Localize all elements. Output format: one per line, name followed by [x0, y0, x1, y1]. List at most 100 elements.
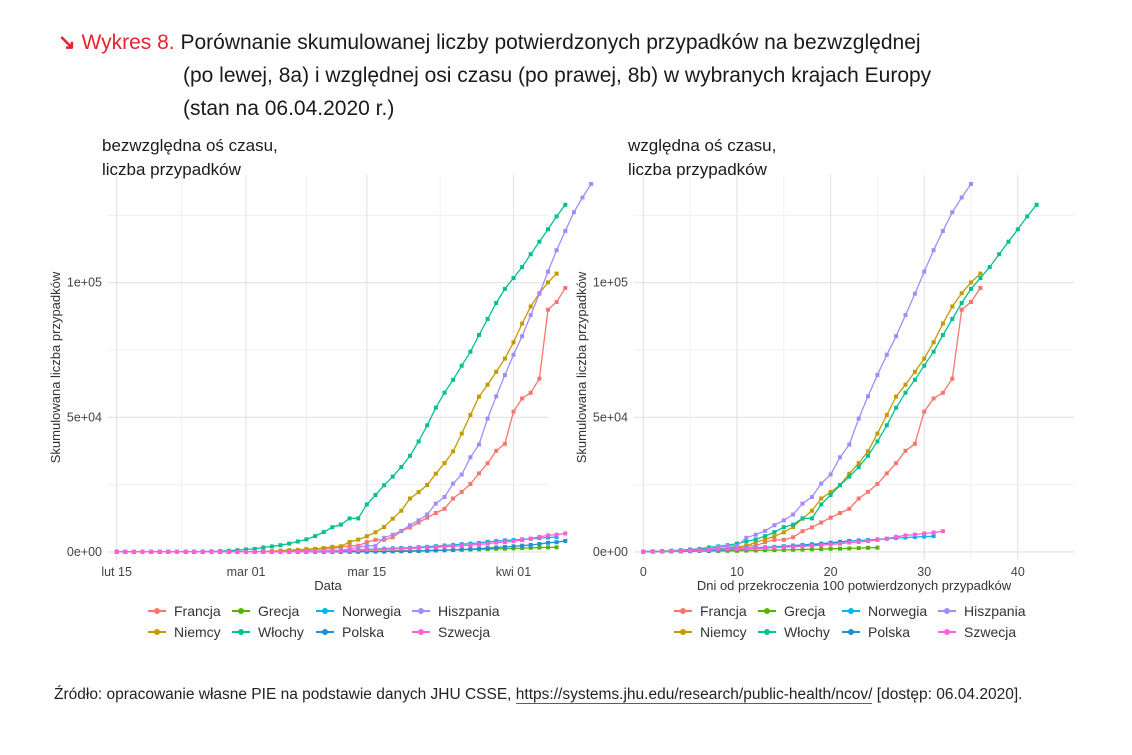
right-point-hiszpania [950, 210, 955, 215]
right-point-włochy [781, 525, 786, 530]
left-point-włochy [338, 522, 343, 527]
left-point-włochy [468, 349, 473, 354]
right-point-włochy [763, 534, 768, 539]
left-point-niemcy [364, 534, 369, 539]
right-point-niemcy [931, 340, 936, 345]
left-point-hiszpania [546, 269, 550, 274]
right-point-włochy [800, 516, 805, 521]
left-point-francja [468, 482, 473, 486]
right-y-axis-label: Skumulowana liczba przypadków [574, 271, 589, 463]
left-line-francja [116, 287, 566, 553]
right-point-grecja [800, 547, 805, 552]
right-point-szwecja [688, 548, 693, 553]
right-point-hiszpania [828, 472, 833, 477]
left-point-włochy [278, 543, 283, 548]
right-point-szwecja [819, 543, 824, 548]
source-link[interactable]: https://systems.jhu.edu/research/public-… [515, 686, 873, 704]
legend-label: Szwecja [964, 624, 1017, 640]
left-point-szwecja [114, 549, 119, 554]
left-point-polska [442, 548, 447, 553]
right-point-włochy [978, 276, 983, 280]
right-point-włochy [997, 252, 1002, 257]
right-point-włochy [1025, 214, 1030, 219]
right-point-niemcy [922, 356, 927, 361]
left-point-niemcy [408, 496, 412, 501]
right-point-niemcy [875, 431, 880, 436]
left-point-szwecja [183, 549, 188, 554]
left-point-szwecja [278, 549, 283, 554]
right-point-hiszpania [866, 394, 870, 399]
left-point-niemcy [338, 544, 343, 549]
left-point-szwecja [287, 549, 292, 554]
left-point-niemcy [485, 382, 490, 387]
right-point-hiszpania [809, 495, 814, 499]
right-point-włochy [884, 423, 889, 428]
right-point-włochy [959, 301, 964, 305]
right-x-tick-label: 40 [1011, 565, 1025, 579]
left-x-tick-label: lut 15 [101, 565, 132, 579]
left-point-szwecja [537, 534, 542, 539]
right-point-grecja [819, 547, 824, 552]
right-point-hiszpania [969, 182, 973, 186]
left-point-włochy [563, 202, 568, 207]
left-point-polska [416, 549, 421, 553]
left-point-hiszpania [451, 481, 456, 486]
right-series-włochy [641, 202, 1039, 554]
left-line-norwegia [116, 536, 557, 553]
right-point-niemcy [856, 461, 861, 466]
right-point-szwecja [781, 545, 786, 550]
left-point-szwecja [313, 549, 318, 554]
left-point-niemcy [313, 546, 318, 551]
left-point-włochy [313, 534, 318, 539]
left-point-włochy [459, 363, 464, 368]
legend-key-icon [758, 608, 776, 614]
left-point-hiszpania [580, 195, 585, 200]
left-point-hiszpania [511, 352, 516, 357]
right-point-francja [884, 471, 889, 476]
legend-key-icon [842, 608, 860, 614]
left-point-grecja [537, 545, 542, 550]
legend-key-icon [674, 629, 692, 635]
source-prefix: Źródło: opracowanie własne PIE na podsta… [54, 686, 516, 703]
left-point-szwecja [451, 544, 456, 549]
right-point-włochy [772, 530, 777, 535]
right-point-hiszpania [903, 313, 908, 318]
left-point-francja [433, 511, 438, 515]
legend-label: Włochy [784, 624, 830, 640]
right-point-szwecja [697, 548, 702, 553]
right-point-szwecja [838, 541, 842, 546]
left-point-niemcy [321, 546, 326, 550]
right-x-tick-label: 30 [917, 565, 931, 579]
left-line-hiszpania [116, 183, 592, 553]
legend-label: Włochy [258, 624, 304, 640]
left-line-niemcy [116, 273, 558, 553]
right-point-hiszpania [725, 543, 730, 548]
legend-key-icon [412, 629, 430, 635]
right-point-norwegia [903, 535, 908, 540]
right-point-francja [959, 307, 964, 312]
left-point-norwegia [554, 535, 559, 539]
figure-title-line-1: ↘ Wykres 8. Porównanie skumulowanej licz… [58, 26, 1118, 59]
left-point-włochy [330, 525, 335, 530]
right-panel-title-line-2: liczba przypadków [628, 160, 767, 179]
right-point-szwecja [931, 530, 936, 535]
left-point-hiszpania [416, 518, 421, 523]
right-point-szwecja [922, 531, 927, 536]
left-point-włochy [416, 439, 421, 444]
right-point-niemcy [940, 321, 945, 326]
right-point-włochy [735, 541, 739, 546]
left-point-polska [382, 549, 387, 554]
right-point-francja [800, 529, 805, 534]
left-point-szwecja [304, 549, 309, 554]
right-x-axis-label: Dni od przekroczenia 100 potwierdzonych … [697, 578, 1012, 593]
right-point-szwecja [706, 547, 711, 552]
left-point-francja [485, 461, 490, 466]
right-point-szwecja [791, 544, 796, 549]
left-point-polska [520, 543, 525, 548]
right-point-niemcy [791, 525, 796, 529]
right-panel-title-line-1: względna oś czasu, [628, 136, 777, 155]
right-point-norwegia [931, 534, 936, 539]
figure-label: Wykres 8. [81, 31, 175, 54]
